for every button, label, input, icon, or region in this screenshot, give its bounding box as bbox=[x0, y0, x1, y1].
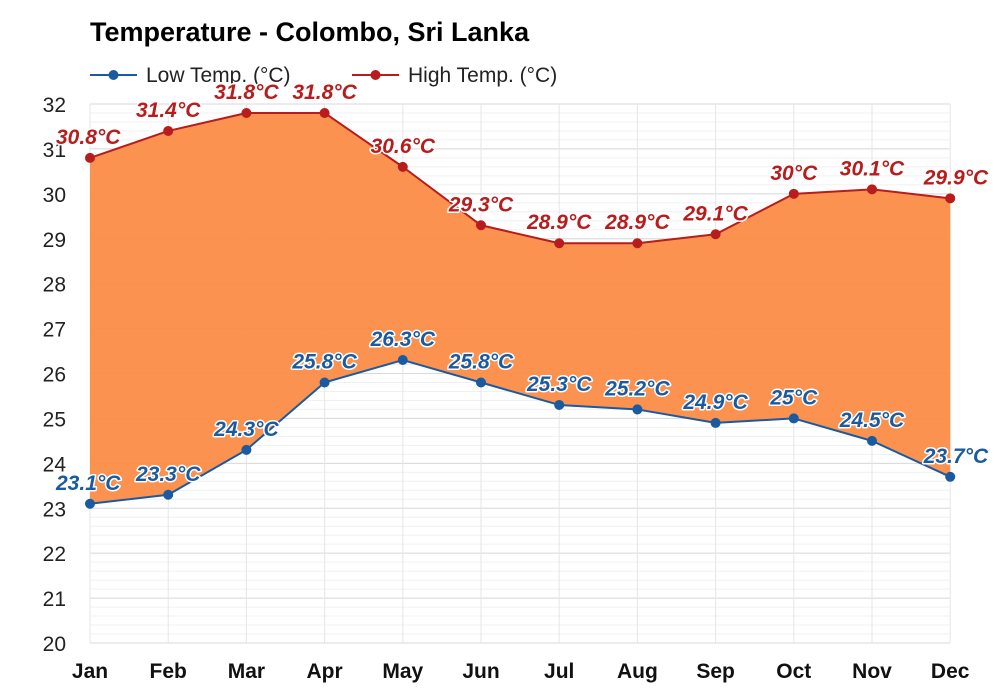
x-tick-label: Oct bbox=[776, 660, 811, 683]
legend-high-marker bbox=[370, 70, 381, 80]
y-tick-label: 22 bbox=[43, 543, 66, 566]
data-point-high[interactable] bbox=[632, 238, 643, 249]
data-point-low[interactable] bbox=[319, 377, 330, 388]
data-label-low: 25°C bbox=[769, 386, 818, 409]
range-area bbox=[90, 112, 951, 504]
y-tick-label: 25 bbox=[43, 408, 66, 431]
data-point-high[interactable] bbox=[163, 125, 174, 136]
temperature-range-fill bbox=[90, 112, 951, 504]
legend: Low Temp. (°C) High Temp. (°C) bbox=[90, 64, 557, 87]
data-label-high: 31.8°C bbox=[292, 81, 357, 104]
x-tick-label: Sep bbox=[696, 660, 735, 683]
data-label-high: 31.8°C bbox=[214, 81, 279, 104]
data-point-low[interactable] bbox=[945, 471, 956, 482]
data-label-low: 24.9°C bbox=[682, 391, 748, 414]
data-label-low: 24.3°C bbox=[213, 418, 279, 441]
data-point-high[interactable] bbox=[397, 161, 408, 172]
legend-high-label: High Temp. (°C) bbox=[408, 64, 557, 87]
data-point-high[interactable] bbox=[945, 193, 956, 204]
data-label-high: 31.4°C bbox=[136, 99, 201, 122]
data-point-low[interactable] bbox=[85, 498, 95, 509]
y-tick-label: 24 bbox=[43, 453, 67, 476]
y-tick-label: 30 bbox=[43, 184, 66, 207]
legend-item-high[interactable]: High Temp. (°C) bbox=[352, 64, 557, 87]
data-label-high: 30.1°C bbox=[840, 157, 905, 180]
data-point-low[interactable] bbox=[397, 355, 408, 366]
y-tick-label: 31 bbox=[43, 139, 66, 162]
x-tick-label: Aug bbox=[617, 660, 658, 683]
data-label-low: 25.8°C bbox=[291, 350, 357, 373]
series-points bbox=[85, 107, 956, 509]
series-lines bbox=[89, 111, 951, 505]
data-point-low[interactable] bbox=[554, 399, 565, 410]
data-point-high[interactable] bbox=[319, 107, 330, 118]
y-tick-label: 21 bbox=[43, 588, 66, 611]
data-label-high: 28.9°C bbox=[526, 211, 592, 234]
data-label-high: 28.9°C bbox=[604, 211, 670, 234]
data-label-low: 25.8°C bbox=[448, 350, 514, 373]
data-label-high: 29.9°C bbox=[923, 166, 989, 189]
data-label-high: 29.1°C bbox=[682, 202, 748, 225]
x-tick-label: Jun bbox=[462, 660, 499, 683]
x-tick-label: Mar bbox=[228, 660, 265, 683]
series-line-low bbox=[89, 359, 951, 505]
y-tick-label: 23 bbox=[43, 498, 66, 521]
data-point-low[interactable] bbox=[632, 404, 643, 415]
data-point-low[interactable] bbox=[163, 489, 174, 500]
data-point-high[interactable] bbox=[476, 220, 486, 231]
x-tick-label: Nov bbox=[852, 660, 892, 683]
y-axis-ticks: 20 21 22 23 24 25 26 27 28 29 30 31 32 bbox=[43, 94, 67, 656]
data-label-low: 26.3°C bbox=[370, 328, 436, 351]
series-line-high bbox=[89, 111, 951, 245]
y-tick-label: 26 bbox=[43, 364, 66, 387]
data-point-high[interactable] bbox=[554, 238, 565, 249]
y-tick-label: 27 bbox=[43, 319, 66, 342]
data-label-low: 23.3°C bbox=[135, 463, 201, 486]
data-point-high[interactable] bbox=[788, 188, 799, 199]
data-label-low: 25.2°C bbox=[604, 377, 670, 400]
x-tick-label: May bbox=[382, 660, 423, 683]
y-tick-label: 29 bbox=[43, 229, 66, 252]
y-tick-label: 20 bbox=[43, 633, 66, 656]
data-point-low[interactable] bbox=[241, 444, 252, 455]
x-tick-label: Apr bbox=[307, 660, 343, 683]
y-tick-label: 28 bbox=[43, 274, 66, 297]
data-point-low[interactable] bbox=[867, 435, 877, 446]
data-point-high[interactable] bbox=[710, 229, 721, 240]
data-point-high[interactable] bbox=[85, 152, 95, 163]
x-axis-ticks: Jan Feb Mar Apr May Jun Jul Aug Sep Oct Nov Dec bbox=[72, 660, 970, 683]
data-label-low: 23.1°C bbox=[55, 472, 121, 495]
data-label-low: 23.7°C bbox=[923, 445, 989, 468]
y-tick-label: 32 bbox=[43, 94, 66, 117]
data-label-low: 25.3°C bbox=[526, 373, 592, 396]
x-tick-label: Dec bbox=[931, 660, 970, 683]
data-point-low[interactable] bbox=[788, 413, 799, 424]
data-label-low: 24.5°C bbox=[839, 409, 905, 432]
data-label-high: 30.8°C bbox=[56, 126, 121, 149]
data-point-low[interactable] bbox=[476, 377, 486, 388]
data-point-high[interactable] bbox=[867, 184, 877, 195]
x-tick-label: Feb bbox=[150, 660, 187, 683]
legend-item-low[interactable]: Low Temp. (°C) bbox=[90, 64, 291, 87]
data-labels: 23.1°C 23.3°C 24.3°C 25.8°C 26.3°C 25.8°C 25.3… bbox=[54, 79, 991, 496]
data-label-high: 30.6°C bbox=[371, 135, 436, 158]
x-tick-label: Jan bbox=[72, 660, 108, 683]
chart-title: Temperature - Colombo, Sri Lanka bbox=[90, 17, 530, 47]
legend-low-label: Low Temp. (°C) bbox=[146, 64, 291, 87]
data-point-low[interactable] bbox=[710, 417, 721, 428]
x-tick-label: Jul bbox=[544, 660, 574, 683]
legend-low-marker bbox=[108, 70, 119, 80]
data-label-high: 29.3°C bbox=[448, 193, 514, 216]
data-label-high: 30°C bbox=[770, 162, 818, 185]
data-point-high[interactable] bbox=[241, 107, 252, 118]
